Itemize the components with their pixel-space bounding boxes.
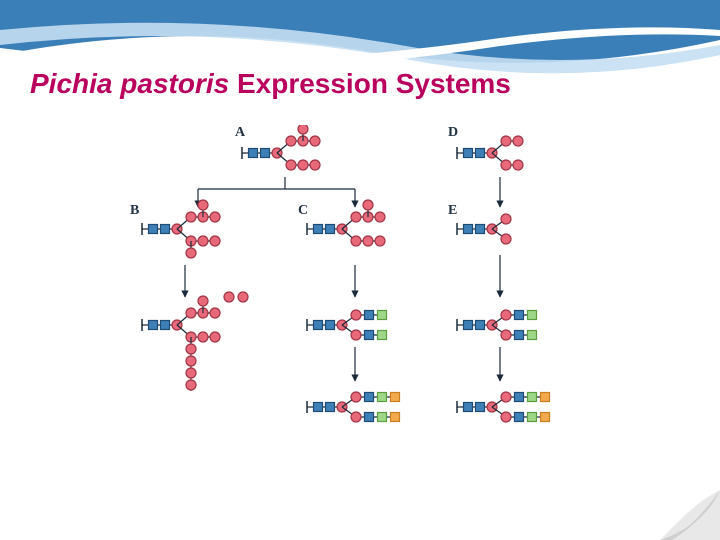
page-curl (660, 480, 720, 540)
label-e: E (448, 203, 457, 219)
glycan-B1 (142, 200, 220, 258)
glycan-D (457, 136, 523, 170)
glycan-B2 (142, 292, 248, 391)
glycan-E3 (457, 392, 550, 422)
title: Pichia pastoris Expression Systems (30, 68, 511, 100)
label-a: A (235, 125, 245, 141)
glycan-diagram: A B C D E (130, 125, 600, 505)
title-italic: Pichia pastoris (30, 68, 229, 99)
glycan-E1 (457, 214, 511, 244)
diagram-svg (130, 125, 600, 505)
glycan-C2 (307, 310, 387, 340)
glycan-E2 (457, 310, 537, 340)
title-rest: Expression Systems (229, 68, 511, 99)
glycan-C3 (307, 392, 400, 422)
label-b: B (130, 203, 139, 219)
glycan-A (242, 125, 320, 170)
glycan-C1 (307, 200, 385, 246)
label-c: C (298, 203, 308, 219)
label-d: D (448, 125, 458, 141)
